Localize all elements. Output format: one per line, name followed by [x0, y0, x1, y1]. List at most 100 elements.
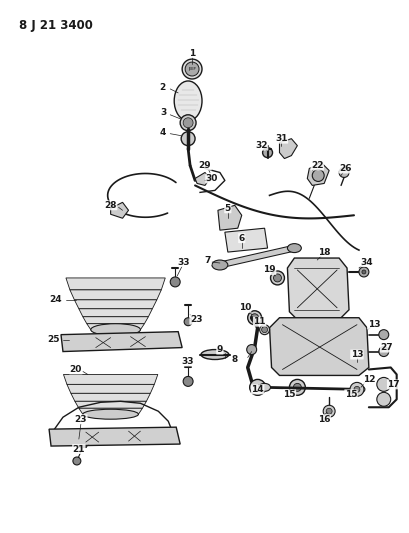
Text: 20: 20 [70, 365, 82, 374]
Text: 30: 30 [206, 174, 218, 183]
Ellipse shape [83, 409, 139, 419]
Circle shape [180, 115, 196, 131]
Circle shape [339, 167, 349, 177]
Circle shape [359, 267, 369, 277]
Circle shape [248, 311, 262, 325]
Text: 33: 33 [182, 357, 194, 366]
Circle shape [251, 314, 258, 322]
Text: 6: 6 [238, 233, 245, 243]
Polygon shape [63, 375, 158, 384]
Polygon shape [307, 163, 329, 185]
Text: 8: 8 [231, 355, 238, 364]
Text: 17: 17 [387, 380, 400, 389]
Circle shape [377, 377, 391, 391]
Text: 10: 10 [238, 303, 251, 312]
Circle shape [184, 318, 192, 326]
Circle shape [377, 392, 391, 406]
Text: 22: 22 [311, 161, 324, 170]
Polygon shape [71, 393, 151, 401]
Text: 24: 24 [50, 295, 62, 304]
Text: 5: 5 [225, 204, 231, 213]
Polygon shape [87, 324, 144, 330]
Circle shape [185, 62, 199, 76]
Text: 9: 9 [217, 345, 223, 354]
Circle shape [182, 59, 202, 79]
Text: 15: 15 [283, 390, 296, 399]
Circle shape [350, 382, 364, 397]
Text: 31: 31 [275, 134, 288, 143]
Circle shape [249, 379, 265, 395]
Text: 32: 32 [255, 141, 268, 150]
Circle shape [247, 345, 256, 354]
Text: 7: 7 [205, 255, 211, 264]
Polygon shape [67, 384, 154, 393]
Circle shape [323, 405, 335, 417]
Polygon shape [195, 173, 210, 185]
Ellipse shape [353, 385, 365, 393]
Text: 13: 13 [368, 320, 380, 329]
Circle shape [293, 383, 301, 391]
Text: 14: 14 [251, 385, 264, 394]
Circle shape [326, 408, 332, 414]
Ellipse shape [212, 260, 228, 270]
Polygon shape [111, 203, 128, 218]
Text: 25: 25 [47, 335, 59, 344]
Circle shape [290, 379, 305, 395]
Ellipse shape [258, 383, 270, 391]
Text: 34: 34 [361, 257, 373, 266]
Text: 28: 28 [104, 201, 117, 210]
Polygon shape [218, 205, 242, 230]
Circle shape [183, 376, 193, 386]
Circle shape [379, 330, 389, 340]
Polygon shape [270, 318, 369, 375]
Text: 27: 27 [380, 343, 393, 352]
Text: 23: 23 [74, 415, 87, 424]
Polygon shape [79, 309, 153, 317]
Circle shape [183, 118, 193, 128]
Polygon shape [225, 228, 267, 252]
Text: 29: 29 [199, 161, 211, 170]
Polygon shape [79, 408, 142, 414]
Polygon shape [83, 317, 148, 324]
Circle shape [274, 274, 281, 282]
Text: 16: 16 [318, 415, 330, 424]
Ellipse shape [174, 81, 202, 121]
Text: 33: 33 [177, 257, 189, 266]
Polygon shape [288, 258, 349, 320]
Circle shape [73, 457, 81, 465]
Circle shape [354, 386, 360, 392]
Text: 11: 11 [253, 317, 266, 326]
Text: 2: 2 [159, 84, 165, 92]
Ellipse shape [91, 324, 140, 336]
Polygon shape [66, 278, 165, 290]
Text: 13: 13 [351, 350, 363, 359]
Circle shape [270, 271, 284, 285]
Text: 3: 3 [160, 108, 166, 117]
Polygon shape [61, 332, 182, 352]
Circle shape [170, 277, 180, 287]
Ellipse shape [288, 244, 301, 253]
Circle shape [362, 270, 366, 274]
Circle shape [379, 346, 389, 357]
Polygon shape [75, 401, 146, 408]
Text: 26: 26 [339, 164, 351, 173]
Text: 4: 4 [159, 128, 166, 137]
Circle shape [263, 148, 272, 158]
Text: JEEP: JEEP [188, 67, 196, 71]
Circle shape [260, 325, 270, 335]
Polygon shape [279, 139, 297, 158]
Text: 12: 12 [363, 375, 375, 384]
Circle shape [262, 327, 267, 333]
Text: 1: 1 [189, 49, 195, 58]
Polygon shape [49, 427, 180, 446]
Text: 23: 23 [190, 315, 202, 324]
Ellipse shape [201, 350, 229, 360]
Text: 8 J 21 3400: 8 J 21 3400 [19, 19, 93, 33]
Text: 19: 19 [263, 265, 276, 274]
Text: 15: 15 [345, 390, 357, 399]
Circle shape [181, 132, 195, 146]
Polygon shape [70, 290, 161, 300]
Text: 21: 21 [73, 445, 85, 454]
Polygon shape [74, 300, 157, 309]
Text: 18: 18 [318, 247, 330, 256]
